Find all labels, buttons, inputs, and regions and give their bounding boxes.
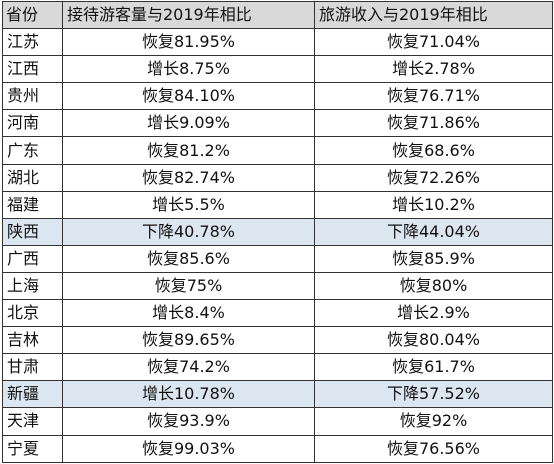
cell-income: 恢复92%	[314, 407, 553, 436]
cell-visitors: 恢复81.2%	[62, 136, 315, 165]
cell-income: 增长2.78%	[314, 55, 553, 84]
cell-province: 福建	[2, 190, 63, 219]
cell-province: 河南	[2, 109, 63, 138]
table-row: 天津 恢复93.9% 恢复92%	[2, 407, 553, 436]
table-row: 江西 增长8.75% 增长2.78%	[2, 55, 553, 84]
cell-income: 恢复80%	[314, 271, 553, 301]
cell-visitors: 增长8.75%	[62, 55, 315, 84]
cell-province: 湖北	[2, 163, 63, 192]
cell-visitors: 恢复81.95%	[62, 28, 315, 57]
cell-income: 恢复68.6%	[314, 136, 553, 165]
cell-visitors: 增长9.09%	[62, 109, 315, 138]
header-income: 旅游收入与2019年相比	[314, 0, 553, 30]
cell-income: 恢复71.04%	[314, 28, 553, 57]
table-row: 陕西 下降40.78% 下降44.04%	[2, 217, 553, 246]
table-header-row: 省份 接待游客量与2019年相比 旅游收入与2019年相比	[2, 0, 553, 30]
cell-income: 恢复76.71%	[314, 82, 553, 111]
table-row: 湖北 恢复82.74% 恢复72.26%	[2, 163, 553, 192]
cell-visitors: 下降40.78%	[62, 217, 315, 246]
cell-income: 增长10.2%	[314, 190, 553, 219]
table-row: 福建 增长5.5% 增长10.2%	[2, 190, 553, 219]
cell-province: 陕西	[2, 217, 63, 246]
cell-income: 恢复80.04%	[314, 326, 553, 355]
cell-visitors: 恢复85.6%	[62, 244, 315, 273]
table-row: 新疆 增长10.78% 下降57.52%	[2, 380, 553, 409]
cell-visitors: 恢复89.65%	[62, 326, 315, 355]
cell-province: 贵州	[2, 82, 63, 111]
cell-income: 下降44.04%	[314, 217, 553, 246]
table-row: 贵州 恢复84.10% 恢复76.71%	[2, 82, 553, 111]
cell-visitors: 恢复74.2%	[62, 353, 315, 382]
cell-visitors: 增长10.78%	[62, 380, 315, 409]
table-row: 吉林 恢复89.65% 恢复80.04%	[2, 326, 553, 355]
table-row: 江苏 恢复81.95% 恢复71.04%	[2, 28, 553, 57]
cell-province: 甘肃	[2, 353, 63, 382]
cell-province: 吉林	[2, 326, 63, 355]
cell-income: 恢复71.86%	[314, 109, 553, 138]
cell-province: 江苏	[2, 28, 63, 57]
table-body: 江苏 恢复81.95% 恢复71.04% 江西 增长8.75% 增长2.78% 贵州 恢复84…	[2, 28, 553, 463]
cell-visitors: 增长5.5%	[62, 190, 315, 219]
cell-province: 广西	[2, 244, 63, 273]
cell-income: 恢复85.9%	[314, 244, 553, 273]
cell-visitors: 恢复84.10%	[62, 82, 315, 111]
table-row: 宁夏 恢复99.03% 恢复76.56%	[2, 434, 553, 463]
header-province: 省份	[2, 0, 63, 30]
header-visitors: 接待游客量与2019年相比	[62, 0, 315, 30]
cell-income: 下降57.52%	[314, 380, 553, 409]
cell-province: 上海	[2, 271, 63, 301]
cell-income: 恢复72.26%	[314, 163, 553, 192]
cell-province: 新疆	[2, 380, 63, 409]
cell-province: 宁夏	[2, 434, 63, 463]
table-row: 北京 增长8.4% 增长2.9%	[2, 299, 553, 328]
table-row: 上海 恢复75% 恢复80%	[2, 271, 553, 301]
cell-province: 江西	[2, 55, 63, 84]
cell-visitors: 恢复99.03%	[62, 434, 315, 463]
cell-province: 广东	[2, 136, 63, 165]
cell-income: 增长2.9%	[314, 299, 553, 328]
table-row: 甘肃 恢复74.2% 恢复61.7%	[2, 353, 553, 382]
cell-visitors: 恢复75%	[62, 271, 315, 301]
table-row: 广西 恢复85.6% 恢复85.9%	[2, 244, 553, 273]
table-row: 广东 恢复81.2% 恢复68.6%	[2, 136, 553, 165]
cell-visitors: 增长8.4%	[62, 299, 315, 328]
cell-visitors: 恢复93.9%	[62, 407, 315, 436]
cell-province: 北京	[2, 299, 63, 328]
table-row: 河南 增长9.09% 恢复71.86%	[2, 109, 553, 138]
cell-income: 恢复61.7%	[314, 353, 553, 382]
cell-province: 天津	[2, 407, 63, 436]
cell-income: 恢复76.56%	[314, 434, 553, 463]
cell-visitors: 恢复82.74%	[62, 163, 315, 192]
